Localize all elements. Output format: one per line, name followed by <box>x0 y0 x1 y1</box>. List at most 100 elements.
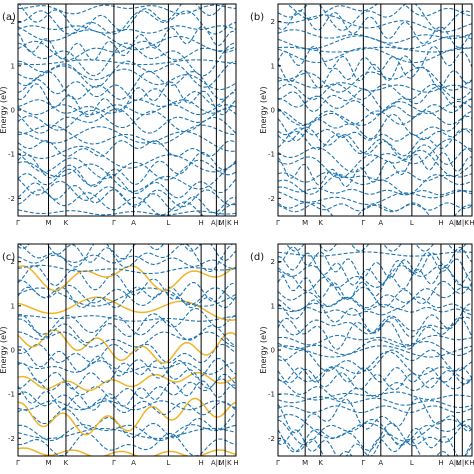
band-line <box>18 26 236 61</box>
y-tick-label: 1 <box>11 302 15 310</box>
band-line <box>278 368 472 391</box>
band-line <box>278 396 472 409</box>
x-tick-label: K <box>64 219 69 227</box>
x-tick-label: M <box>45 459 51 467</box>
band-line <box>278 201 472 212</box>
band-line <box>18 408 236 439</box>
y-tick-label: 1 <box>11 62 15 70</box>
band-line <box>278 47 472 64</box>
band-line <box>18 380 236 411</box>
x-tick-label: Γ <box>361 219 365 227</box>
y-tick-label: -1 <box>268 151 275 159</box>
band-line <box>278 391 472 401</box>
band-line <box>18 108 236 134</box>
band-line <box>278 339 472 356</box>
band-line <box>18 432 236 456</box>
panel-label: (a) <box>2 12 16 23</box>
band-line <box>278 398 472 434</box>
band-line <box>278 317 472 350</box>
band-line <box>18 265 236 303</box>
band-line <box>18 99 236 114</box>
panel-label: (b) <box>250 12 264 23</box>
panel-label: (c) <box>2 252 15 263</box>
y-axis-title: Energy (eV) <box>0 86 8 133</box>
band-line <box>285 4 472 20</box>
x-tick-label: K <box>318 219 323 227</box>
y-tick-label: 2 <box>271 258 275 266</box>
band-line <box>18 315 236 322</box>
x-tick-label: A|L <box>211 459 222 467</box>
band-line <box>285 244 467 252</box>
y-tick-label: -1 <box>268 391 275 399</box>
band-line <box>278 46 472 53</box>
x-tick-label: A <box>131 459 136 467</box>
band-line <box>278 174 472 195</box>
x-tick-label: A <box>131 219 136 227</box>
y-tick-label: 2 <box>11 18 15 26</box>
band-line <box>18 25 236 34</box>
band-line <box>18 424 236 442</box>
x-tick-label: K <box>64 459 69 467</box>
x-tick-label: A|L <box>449 219 460 227</box>
plot-frame <box>277 3 473 217</box>
y-tick-label: 0 <box>11 347 15 355</box>
x-tick-label: M|K <box>456 459 469 467</box>
band-line <box>18 161 236 192</box>
band-line <box>18 81 236 118</box>
x-tick-label: A|L <box>211 219 222 227</box>
band-line <box>278 186 472 196</box>
x-tick-label: Γ <box>112 459 116 467</box>
band-line <box>18 4 236 15</box>
band-line <box>278 138 472 173</box>
band-line <box>278 126 472 157</box>
band-line <box>278 345 472 358</box>
band-line <box>18 314 236 347</box>
x-tick-label: Γ <box>276 459 280 467</box>
band-line <box>18 60 236 88</box>
band-line <box>18 42 236 77</box>
band-line <box>18 124 236 145</box>
band-line <box>18 378 236 399</box>
y-tick-label: 2 <box>271 18 275 26</box>
band-line <box>18 109 236 134</box>
x-tick-label: M|K <box>219 219 232 227</box>
band-line <box>18 209 236 216</box>
band-line <box>18 254 236 269</box>
band-line <box>18 279 236 306</box>
x-tick-label: H <box>233 459 238 467</box>
x-tick-label: H <box>469 219 474 227</box>
band-line <box>278 10 472 48</box>
band-line <box>278 83 472 100</box>
y-tick-label: -1 <box>8 391 15 399</box>
band-line <box>18 104 236 116</box>
x-tick-label: A <box>378 459 383 467</box>
band-line <box>18 26 236 52</box>
x-tick-label: H <box>198 459 203 467</box>
x-tick-label: Γ <box>361 459 365 467</box>
band-line <box>18 296 236 321</box>
band-line <box>278 202 472 216</box>
band-line <box>18 286 236 309</box>
band-line <box>278 66 472 93</box>
band-line <box>278 110 472 126</box>
band-line <box>18 71 236 100</box>
band-line <box>18 78 236 107</box>
band-line <box>18 10 236 35</box>
band-line <box>278 334 472 346</box>
x-tick-label: L <box>410 459 414 467</box>
band-line <box>18 343 236 364</box>
x-tick-label: H <box>469 459 474 467</box>
x-tick-label: A <box>378 219 383 227</box>
y-tick-label: 1 <box>271 302 275 310</box>
y-axis-title: Energy (eV) <box>259 326 268 373</box>
y-tick-label: 0 <box>271 107 275 115</box>
y-axis-title: Energy (eV) <box>259 86 268 133</box>
band-line <box>18 360 236 390</box>
y-tick-label: 2 <box>11 258 15 266</box>
band-line <box>278 29 472 44</box>
x-tick-label: L <box>166 459 170 467</box>
x-tick-label: Γ <box>16 219 20 227</box>
band-line <box>18 264 236 275</box>
band-line <box>278 151 472 188</box>
